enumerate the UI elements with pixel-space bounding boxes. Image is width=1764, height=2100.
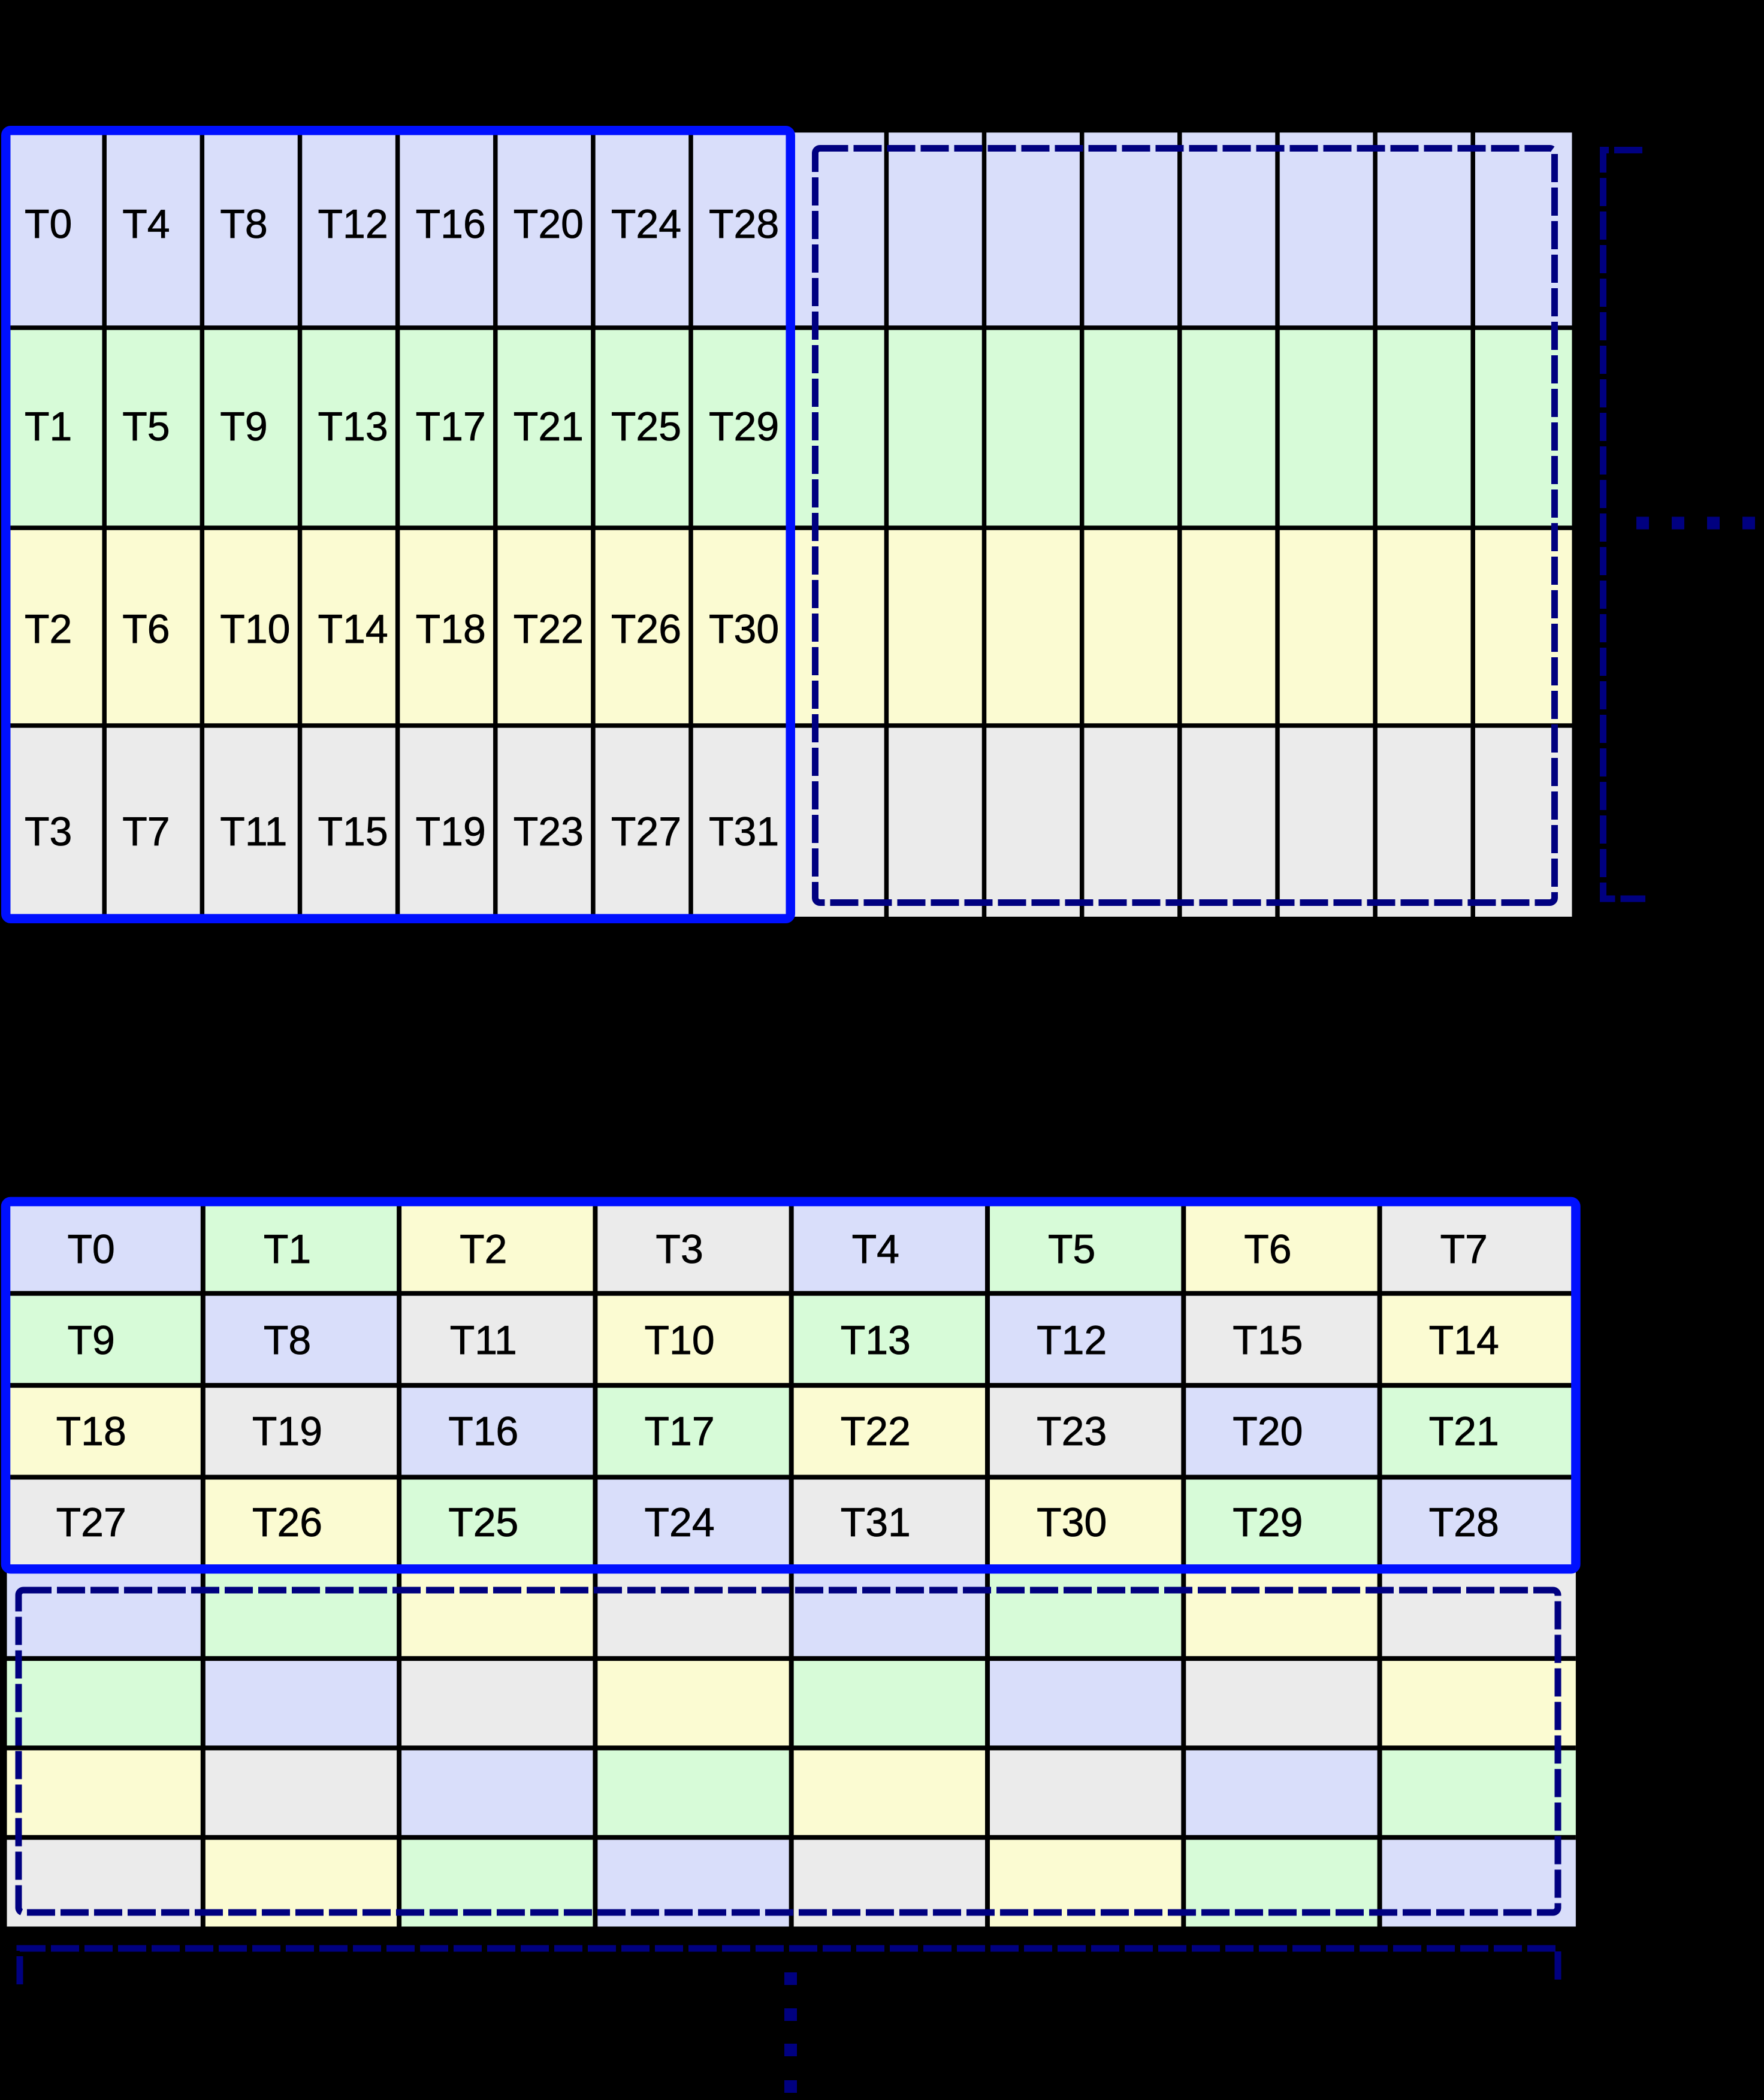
- svg-text:T3: T3: [656, 1226, 703, 1272]
- svg-text:T21: T21: [514, 404, 584, 449]
- svg-text:T14: T14: [318, 606, 388, 652]
- svg-text:T29: T29: [709, 404, 779, 449]
- svg-text:T8: T8: [220, 201, 267, 247]
- svg-text:T29: T29: [1233, 1500, 1303, 1545]
- svg-text:T7: T7: [122, 809, 170, 854]
- svg-text:T11: T11: [220, 809, 287, 854]
- svg-text:T10: T10: [645, 1318, 715, 1363]
- svg-text:T16: T16: [448, 1409, 518, 1454]
- svg-text:T27: T27: [611, 809, 681, 854]
- svg-text:T18: T18: [416, 606, 486, 652]
- svg-text:T23: T23: [1037, 1409, 1107, 1454]
- svg-text:T25: T25: [448, 1500, 518, 1545]
- svg-text:T13: T13: [318, 404, 388, 449]
- svg-text:T26: T26: [252, 1500, 322, 1545]
- svg-text:T12: T12: [1037, 1318, 1107, 1363]
- svg-text:T21: T21: [1429, 1409, 1499, 1454]
- svg-text:T6: T6: [122, 606, 170, 652]
- svg-text:T28: T28: [709, 201, 779, 247]
- svg-text:T20: T20: [1233, 1409, 1303, 1454]
- svg-text:T27: T27: [56, 1500, 126, 1545]
- svg-text:T30: T30: [1037, 1500, 1107, 1545]
- svg-text:T31: T31: [709, 809, 779, 854]
- svg-text:T4: T4: [122, 201, 170, 247]
- svg-text:T0: T0: [68, 1226, 115, 1272]
- svg-text:T25: T25: [611, 404, 681, 449]
- svg-text:T9: T9: [68, 1318, 115, 1363]
- svg-text:T3: T3: [25, 809, 72, 854]
- svg-text:T17: T17: [416, 404, 486, 449]
- svg-text:T4: T4: [852, 1226, 899, 1272]
- svg-text:T19: T19: [416, 809, 486, 854]
- svg-text:T15: T15: [318, 809, 388, 854]
- svg-text:T28: T28: [1429, 1500, 1499, 1545]
- svg-text:T19: T19: [252, 1409, 322, 1454]
- svg-text:T23: T23: [514, 809, 584, 854]
- svg-text:T22: T22: [841, 1409, 911, 1454]
- svg-text:T7: T7: [1440, 1226, 1488, 1272]
- svg-text:T8: T8: [264, 1318, 311, 1363]
- svg-text:T11: T11: [450, 1318, 517, 1363]
- svg-text:T2: T2: [460, 1226, 507, 1272]
- svg-text:T1: T1: [25, 404, 72, 449]
- svg-text:T22: T22: [514, 606, 584, 652]
- svg-text:T30: T30: [709, 606, 779, 652]
- svg-text:T2: T2: [25, 606, 72, 652]
- svg-text:T5: T5: [1048, 1226, 1095, 1272]
- svg-text:T14: T14: [1429, 1318, 1499, 1363]
- svg-text:T13: T13: [841, 1318, 911, 1363]
- svg-text:T6: T6: [1244, 1226, 1291, 1272]
- svg-text:T24: T24: [645, 1500, 715, 1545]
- svg-text:T1: T1: [264, 1226, 311, 1272]
- svg-text:T16: T16: [416, 201, 486, 247]
- svg-text:T24: T24: [611, 201, 681, 247]
- svg-text:T18: T18: [56, 1409, 126, 1454]
- svg-text:T20: T20: [514, 201, 584, 247]
- svg-text:T5: T5: [122, 404, 170, 449]
- svg-text:T0: T0: [25, 201, 72, 247]
- svg-text:T10: T10: [220, 606, 290, 652]
- svg-text:T26: T26: [611, 606, 681, 652]
- svg-text:T31: T31: [841, 1500, 911, 1545]
- svg-text:T17: T17: [645, 1409, 715, 1454]
- svg-text:T15: T15: [1233, 1318, 1303, 1363]
- svg-text:T9: T9: [220, 404, 267, 449]
- svg-text:T12: T12: [318, 201, 388, 247]
